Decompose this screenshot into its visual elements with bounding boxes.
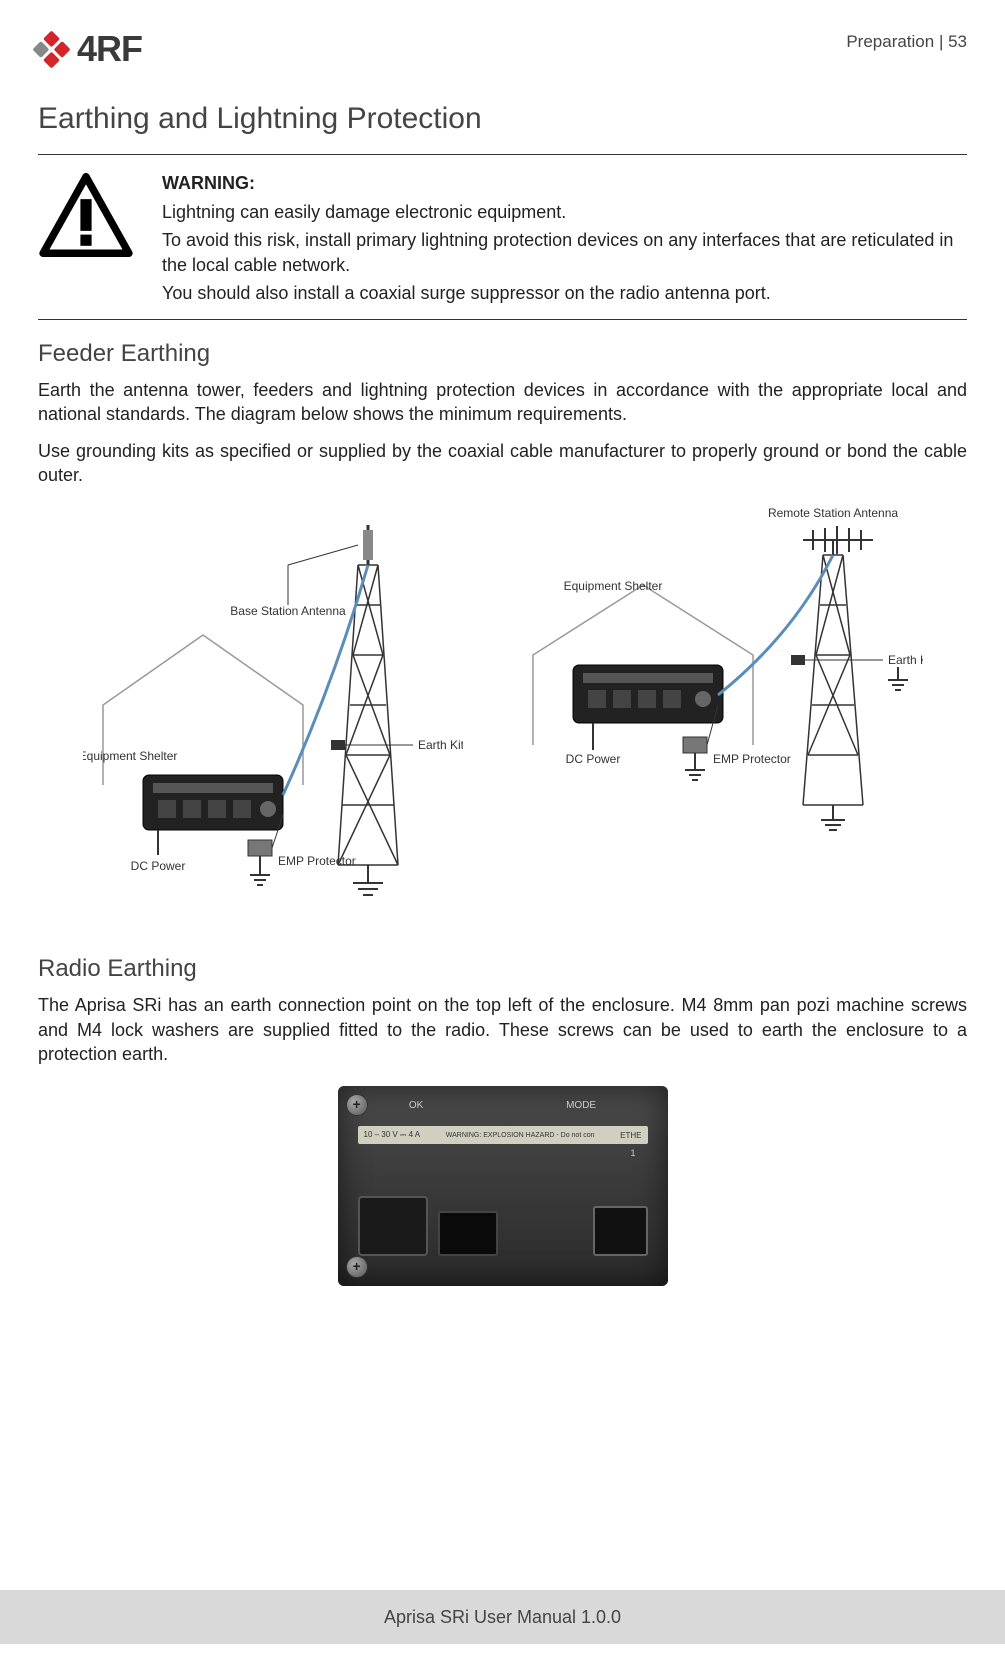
label-earth-kit-right: Earth Kit (888, 653, 923, 667)
logo-icon (32, 30, 70, 68)
label-emp-left: EMP Protector (278, 854, 356, 868)
section-heading-feeder: Feeder Earthing (38, 340, 967, 368)
ethernet-port (593, 1206, 648, 1256)
feeder-paragraph-2: Use grounding kits as specified or suppl… (38, 439, 967, 488)
breadcrumb: Preparation | 53 (846, 28, 967, 52)
feeder-paragraph-1: Earth the antenna tower, feeders and lig… (38, 378, 967, 427)
logo: 4RF (38, 28, 142, 70)
label-earth-kit-left: Earth Kit (418, 738, 463, 752)
photo-wrap: OK MODE 10 – 30 V ⎓ 4 A WARNING: EXPLOSI… (38, 1086, 967, 1286)
warning-line-3: You should also install a coaxial surge … (162, 281, 967, 305)
photo-strip-left: 10 – 30 V ⎓ 4 A (364, 1130, 421, 1140)
label-remote-antenna: Remote Station Antenna (767, 506, 897, 520)
warning-icon (38, 173, 134, 257)
label-shelter-left: Equipment Shelter (83, 749, 177, 763)
footer-text: Aprisa SRi User Manual 1.0.0 (384, 1607, 621, 1628)
power-connector (438, 1211, 498, 1256)
logo-text: 4RF (77, 28, 142, 70)
warning-block: WARNING: Lightning can easily damage ele… (38, 167, 967, 319)
fuse-holder (358, 1196, 428, 1256)
diagram-row: Base Station Antenna Equipment Shelter E… (38, 505, 967, 925)
photo-label-ok: OK (409, 1100, 423, 1111)
warning-line-1: Lightning can easily damage electronic e… (162, 200, 967, 224)
screw-icon (346, 1256, 368, 1278)
photo-strip-warn: WARNING: EXPLOSION HAZARD - Do not con (446, 1132, 595, 1139)
label-dc-left: DC Power (130, 859, 185, 873)
radio-photo: OK MODE 10 – 30 V ⎓ 4 A WARNING: EXPLOSI… (338, 1086, 668, 1286)
photo-port-1: 1 (630, 1148, 635, 1158)
page-title: Earthing and Lightning Protection (38, 102, 967, 136)
label-base-antenna: Base Station Antenna (230, 604, 346, 618)
label-dc-right: DC Power (565, 752, 620, 766)
label-shelter-right: Equipment Shelter (563, 579, 662, 593)
radio-paragraph-1: The Aprisa SRi has an earth connection p… (38, 993, 967, 1066)
divider (38, 319, 967, 320)
page-footer: Aprisa SRi User Manual 1.0.0 (0, 1590, 1005, 1644)
page-header: 4RF Preparation | 53 (38, 28, 967, 70)
diagram-remote-station: Remote Station Antenna Equipment Shelter… (503, 505, 923, 865)
warning-heading: WARNING: (162, 173, 967, 194)
photo-label-mode: MODE (566, 1100, 596, 1111)
divider (38, 154, 967, 155)
diagram-base-station: Base Station Antenna Equipment Shelter E… (83, 505, 463, 925)
warning-line-2: To avoid this risk, install primary ligh… (162, 228, 967, 277)
photo-strip-ethe: ETHE (620, 1131, 641, 1140)
section-heading-radio: Radio Earthing (38, 955, 967, 983)
label-emp-right: EMP Protector (713, 752, 791, 766)
